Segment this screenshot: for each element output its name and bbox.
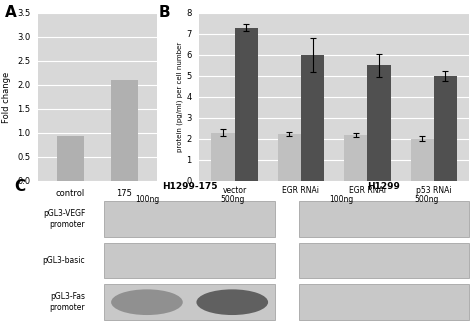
FancyBboxPatch shape [299, 243, 469, 278]
Text: pGL3-basic: pGL3-basic [43, 256, 85, 265]
Bar [235, 28, 258, 181]
FancyBboxPatch shape [104, 284, 275, 320]
Bar [344, 135, 367, 181]
FancyBboxPatch shape [104, 201, 275, 237]
FancyBboxPatch shape [299, 284, 469, 320]
Text: 500ng: 500ng [220, 195, 245, 204]
Bar [278, 134, 301, 181]
Bar [301, 55, 324, 181]
Bar [410, 139, 434, 181]
Text: B: B [158, 5, 170, 19]
Text: H1299-175: H1299-175 [162, 182, 218, 191]
Text: C: C [14, 179, 25, 194]
Ellipse shape [196, 289, 268, 315]
Text: A: A [5, 5, 17, 19]
Ellipse shape [111, 289, 183, 315]
Bar [57, 136, 84, 181]
FancyBboxPatch shape [299, 201, 469, 237]
Y-axis label: Fold change: Fold change [2, 71, 11, 122]
Text: H1299: H1299 [367, 182, 401, 191]
Bar [367, 65, 391, 181]
Text: 100ng: 100ng [329, 195, 354, 204]
Bar [434, 76, 457, 181]
FancyBboxPatch shape [104, 243, 275, 278]
Bar [211, 133, 235, 181]
Text: 500ng: 500ng [414, 195, 439, 204]
Text: pGL3-Fas
promoter: pGL3-Fas promoter [50, 293, 85, 312]
Y-axis label: protein (pg/ml) per cell number: protein (pg/ml) per cell number [177, 42, 183, 152]
Text: pGL3-VEGF
promoter: pGL3-VEGF promoter [43, 209, 85, 229]
Text: 100ng: 100ng [135, 195, 159, 204]
Bar [111, 80, 138, 181]
